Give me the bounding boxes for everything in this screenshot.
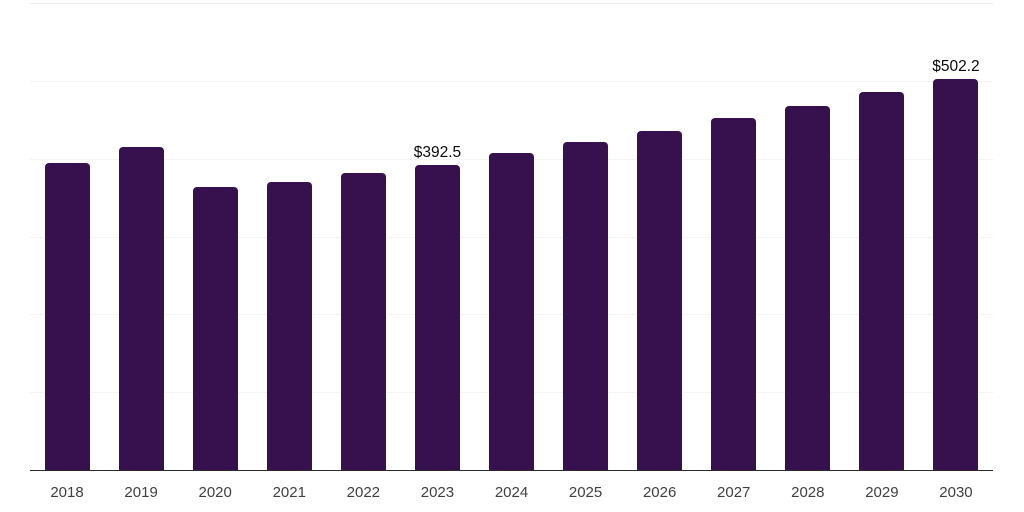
bar-2021 — [266, 182, 312, 470]
bar-2020 — [192, 187, 238, 470]
bar-2024 — [489, 153, 534, 470]
gridline-500 — [30, 80, 993, 82]
bar-2027 — [711, 118, 757, 470]
bar-2029 — [859, 91, 905, 470]
bar-2019 — [118, 146, 164, 470]
x-tick-label-2028: 2028 — [791, 484, 825, 501]
x-tick-label-2026: 2026 — [642, 484, 677, 501]
x-tick-label-2022: 2022 — [346, 484, 381, 501]
x-tick-label-2030: 2030 — [939, 484, 973, 501]
bar-2028 — [785, 105, 831, 470]
bar-2018 — [44, 162, 90, 470]
bar-value-label-2030: $502.2 — [932, 58, 980, 76]
bar-value-label-2023: $392.5 — [413, 143, 462, 161]
x-tick-label-2021: 2021 — [272, 484, 306, 501]
gridline-600 — [30, 3, 993, 4]
x-tick-label-2018: 2018 — [50, 484, 84, 501]
x-tick-label-2019: 2019 — [124, 484, 158, 501]
x-tick-label-2025: 2025 — [568, 484, 603, 501]
x-tick-label-2020: 2020 — [198, 484, 232, 501]
bar-2022 — [340, 173, 386, 470]
x-tick-label-2024: 2024 — [494, 484, 529, 501]
x-tick-label-2027: 2027 — [717, 484, 751, 501]
bar-2025 — [563, 142, 609, 470]
bar-2026 — [637, 130, 683, 470]
x-tick-label-2023: 2023 — [420, 484, 455, 501]
bar-2023 — [414, 164, 460, 470]
bar-2030 — [933, 79, 979, 470]
x-axis-line — [30, 469, 993, 471]
x-tick-label-2029: 2029 — [865, 484, 899, 501]
